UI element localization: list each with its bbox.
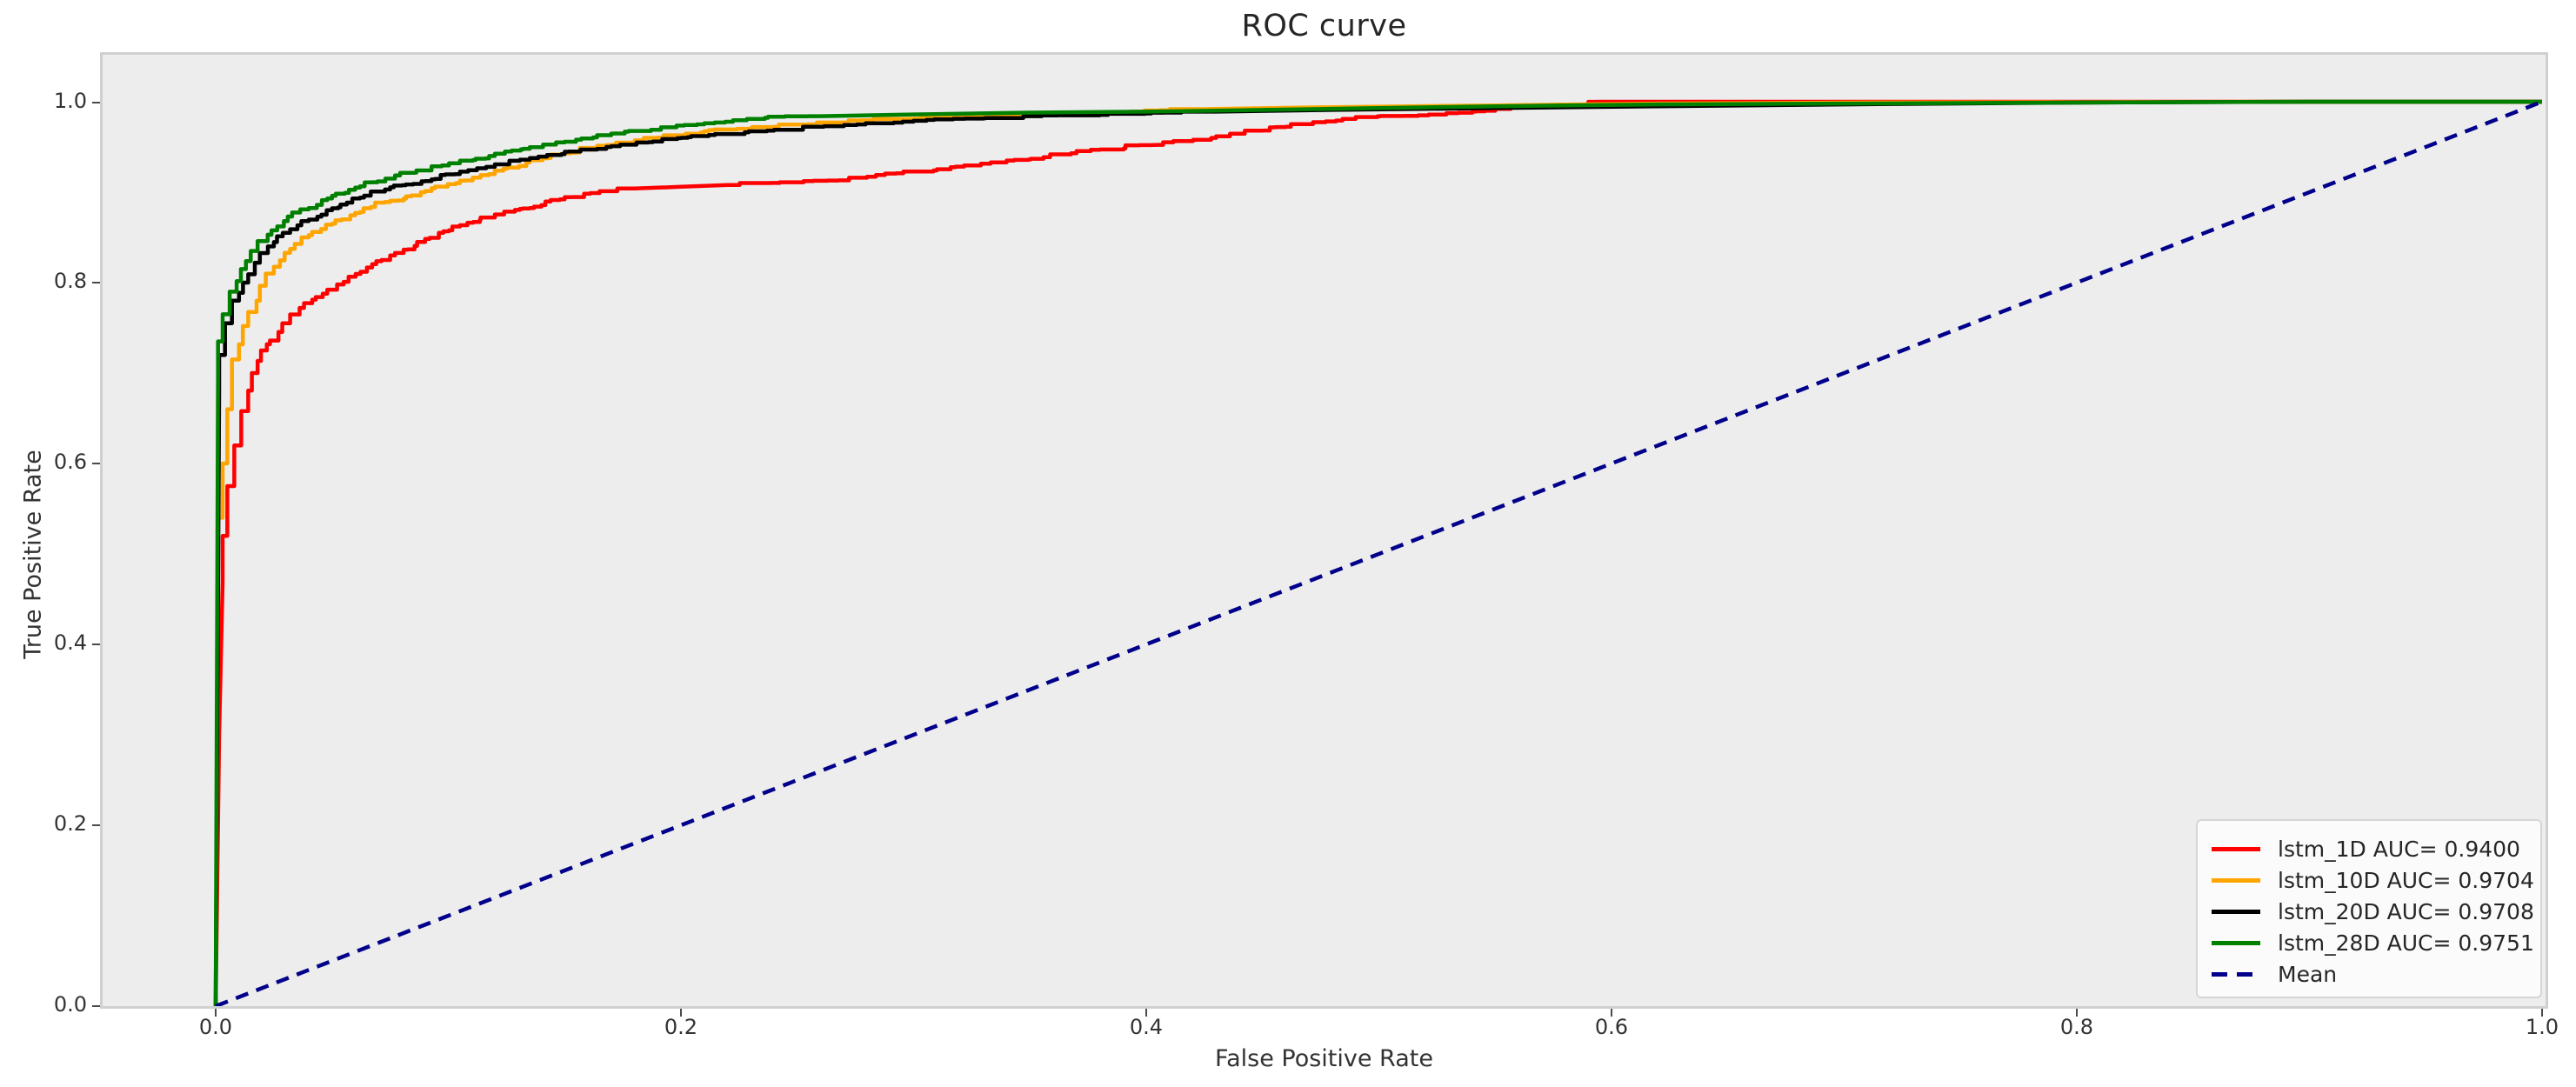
y-tick-label: 0.8 xyxy=(53,269,87,293)
legend-item-lstm-10d: lstm_10D AUC= 0.9704 xyxy=(2212,864,2534,896)
x-tick-label: 0.8 xyxy=(2059,1015,2094,1039)
roc-curve-lstm_20d xyxy=(213,99,2542,1006)
y-tick-mark xyxy=(92,644,100,645)
roc-curve-lstm_1d xyxy=(213,99,2542,1006)
x-tick-label: 0.4 xyxy=(1129,1015,1164,1039)
legend-swatch-lstm-1d xyxy=(2212,846,2260,851)
x-tick-mark xyxy=(2541,1009,2543,1017)
legend-label: Mean xyxy=(2278,961,2338,987)
y-tick-label: 0.0 xyxy=(53,992,87,1017)
y-tick-mark xyxy=(92,824,100,826)
x-tick-label: 0.2 xyxy=(664,1015,698,1039)
legend-swatch-mean xyxy=(2212,971,2260,977)
legend-item-lstm-28d: lstm_28D AUC= 0.9751 xyxy=(2212,927,2534,958)
roc-curves-canvas xyxy=(213,99,2543,1006)
legend-item-lstm-20d: lstm_20D AUC= 0.9708 xyxy=(2212,896,2534,927)
x-tick-mark xyxy=(1145,1009,1147,1017)
legend-item-lstm-1d: lstm_1D AUC= 0.9400 xyxy=(2212,833,2526,864)
legend-box: lstm_1D AUC= 0.9400 lstm_10D AUC= 0.9704… xyxy=(2196,819,2542,998)
legend-swatch-lstm-28d xyxy=(2212,940,2260,945)
x-tick-label: 0.0 xyxy=(198,1015,233,1039)
chart-title: ROC curve xyxy=(1241,9,1407,43)
legend-swatch-lstm-20d xyxy=(2212,909,2260,914)
plot-area xyxy=(103,55,2546,1006)
legend-label: lstm_20D AUC= 0.9708 xyxy=(2278,898,2534,924)
roc-curve-lstm_28d xyxy=(213,99,2542,1006)
x-tick-mark xyxy=(215,1009,217,1017)
y-tick-mark xyxy=(92,1005,100,1007)
legend-item-mean: Mean xyxy=(2212,958,2526,990)
y-tick-label: 0.2 xyxy=(53,811,87,836)
x-tick-label: 1.0 xyxy=(2525,1015,2559,1039)
roc-curve-mean xyxy=(215,99,2543,1006)
y-tick-label: 0.6 xyxy=(53,450,87,474)
x-tick-mark xyxy=(680,1009,682,1017)
y-tick-mark xyxy=(92,102,100,103)
y-tick-label: 0.4 xyxy=(53,630,87,655)
x-tick-mark xyxy=(1611,1009,1612,1017)
x-axis-label: False Positive Rate xyxy=(1215,1045,1433,1072)
legend-label: lstm_1D AUC= 0.9400 xyxy=(2278,836,2520,862)
y-tick-mark xyxy=(92,282,100,283)
y-axis-label: True Positive Rate xyxy=(19,450,47,659)
y-tick-label: 1.0 xyxy=(53,89,87,113)
legend-label: lstm_10D AUC= 0.9704 xyxy=(2278,867,2534,893)
x-tick-label: 0.6 xyxy=(1594,1015,1629,1039)
y-tick-mark xyxy=(92,463,100,464)
legend-label: lstm_28D AUC= 0.9751 xyxy=(2278,930,2534,956)
x-tick-mark xyxy=(2076,1009,2078,1017)
legend-swatch-lstm-10d xyxy=(2212,877,2260,883)
